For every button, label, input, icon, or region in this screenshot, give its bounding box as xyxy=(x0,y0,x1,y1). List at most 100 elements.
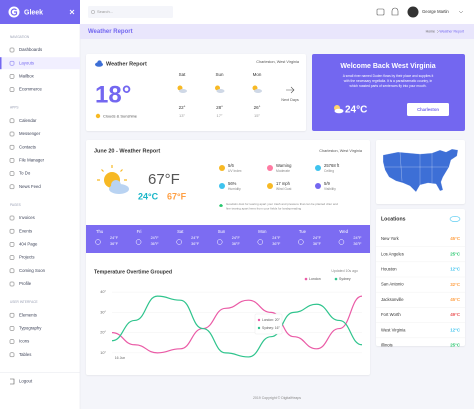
forecast-day: Wed xyxy=(339,229,348,234)
welcome-temp: 24°C xyxy=(345,105,367,116)
weather-icon-cloud xyxy=(254,89,262,93)
forecast-day: Mon xyxy=(258,229,267,234)
forecast-icon xyxy=(176,239,182,245)
close-icon[interactable] xyxy=(69,9,75,15)
location-name[interactable]: Jacksonville xyxy=(381,297,404,302)
forecast-high: 24°F xyxy=(151,236,160,240)
search-placeholder: Search... xyxy=(97,9,113,14)
us-map xyxy=(382,148,459,193)
stat-value: 5/6 xyxy=(228,163,234,168)
page-title: Weather Report xyxy=(88,29,133,35)
day-high: 28° xyxy=(216,105,223,110)
location-temp: 45°C xyxy=(450,236,461,241)
nav-item[interactable]: Events xyxy=(19,228,32,233)
nav-item[interactable]: Coming Soon xyxy=(19,268,46,273)
day-name: Sat xyxy=(179,72,187,77)
location-name[interactable]: Houston xyxy=(381,267,397,272)
big-weather-icon xyxy=(97,165,129,194)
card-title: Weather Report xyxy=(106,61,147,67)
search-box[interactable] xyxy=(88,6,173,18)
location-name[interactable]: San Antonio xyxy=(381,282,404,287)
stat-icon xyxy=(267,183,273,189)
divider xyxy=(0,372,80,373)
stat-icon xyxy=(267,165,273,171)
location: Charleston, West Virginia xyxy=(256,60,300,64)
nav-item[interactable]: Ecommerce xyxy=(19,87,43,92)
tooltip-text: Sydney: 16° xyxy=(262,326,280,330)
x-tick-label: 16 Jun xyxy=(115,356,126,360)
nav-item[interactable]: Contacts xyxy=(19,144,36,149)
forecast-high: 24°F xyxy=(232,236,241,240)
forecast-low: 36°F xyxy=(313,242,322,246)
weather-card xyxy=(86,54,306,131)
nav-item[interactable]: Layouts xyxy=(19,60,34,65)
stat-label: UV Index xyxy=(228,169,242,173)
forecast-low: 36°F xyxy=(191,242,200,246)
weather-icon-cloud xyxy=(179,89,187,93)
nav-item[interactable]: Calendar xyxy=(19,118,37,123)
day-name: Sun xyxy=(215,72,224,77)
nav-item[interactable]: Projects xyxy=(19,255,35,260)
day-low: 17° xyxy=(216,113,222,118)
nav-item[interactable]: Elements xyxy=(19,312,37,317)
user-name: George Martin xyxy=(422,9,449,14)
location-name[interactable]: Fort Worth xyxy=(381,312,401,317)
stat-value: 5/9 xyxy=(324,181,330,186)
logout[interactable]: Logout xyxy=(19,379,33,384)
cloud-icon xyxy=(95,60,103,67)
nav-icon xyxy=(9,171,15,176)
nav-active-bar xyxy=(0,57,2,70)
nav-item[interactable]: To Do xyxy=(19,171,31,176)
breadcrumb-item[interactable]: Home xyxy=(426,29,435,33)
current-temp: 18° xyxy=(95,81,131,108)
welcome-text: with the necessary regelialia. It is a p… xyxy=(344,79,433,83)
tooltip-marker xyxy=(257,318,261,322)
location-temp: 49°C xyxy=(450,312,461,317)
stat-icon xyxy=(219,165,225,171)
nav-icon xyxy=(9,352,15,358)
nav-item[interactable]: Messenger xyxy=(19,131,41,136)
next-arrow[interactable] xyxy=(286,86,295,94)
nav-item[interactable]: 404 Page xyxy=(19,242,38,247)
nav-item[interactable]: News Feed xyxy=(19,184,41,189)
nav-item[interactable]: Mailbox xyxy=(19,74,35,79)
brand-name: Gleek xyxy=(24,9,43,16)
legend-label[interactable]: London xyxy=(309,277,321,281)
nav-item[interactable]: Icons xyxy=(19,339,29,344)
nav-item[interactable]: Invoices xyxy=(19,215,35,220)
nav-item[interactable]: Profile xyxy=(19,281,32,286)
nav-item[interactable]: File Manager xyxy=(19,158,45,163)
location-name[interactable]: Illinois xyxy=(381,343,393,348)
nav-item[interactable]: Tables xyxy=(19,352,31,357)
location-name[interactable]: New York xyxy=(381,236,400,241)
stat-label: Visibility xyxy=(324,187,336,191)
nav-icon xyxy=(9,47,15,53)
nav-icon xyxy=(9,144,15,150)
nav-item[interactable]: Dashboards xyxy=(19,47,42,52)
search-icon xyxy=(91,10,95,14)
nav-item[interactable]: Typography xyxy=(19,326,42,331)
next-days[interactable]: Next Days xyxy=(281,98,299,102)
button[interactable] xyxy=(407,103,449,116)
button-label[interactable]: Charleston xyxy=(417,107,439,112)
forecast-low: 36°F xyxy=(353,242,362,246)
forecast-high: 24°F xyxy=(272,236,281,240)
bell-icon[interactable] xyxy=(391,7,399,16)
forecast-high: 24°F xyxy=(191,236,200,240)
nav-icon xyxy=(9,158,15,163)
big-temp: 67°F xyxy=(148,171,180,188)
welcome-icon xyxy=(334,105,344,114)
tooltip-marker xyxy=(257,326,261,330)
mail-icon[interactable] xyxy=(376,8,385,16)
legend-label[interactable]: Sydney xyxy=(339,277,351,281)
weather-icon-cloud xyxy=(216,89,225,93)
nav-icon xyxy=(9,215,15,221)
forecast-icon xyxy=(216,239,223,245)
stat-value: Warning xyxy=(276,163,292,168)
stat-icon xyxy=(315,183,321,189)
avatar[interactable] xyxy=(407,6,419,18)
location-name[interactable]: West Virginia xyxy=(381,327,406,332)
location-name[interactable]: Los Angeles xyxy=(381,251,404,256)
day-low: 13° xyxy=(179,113,185,118)
